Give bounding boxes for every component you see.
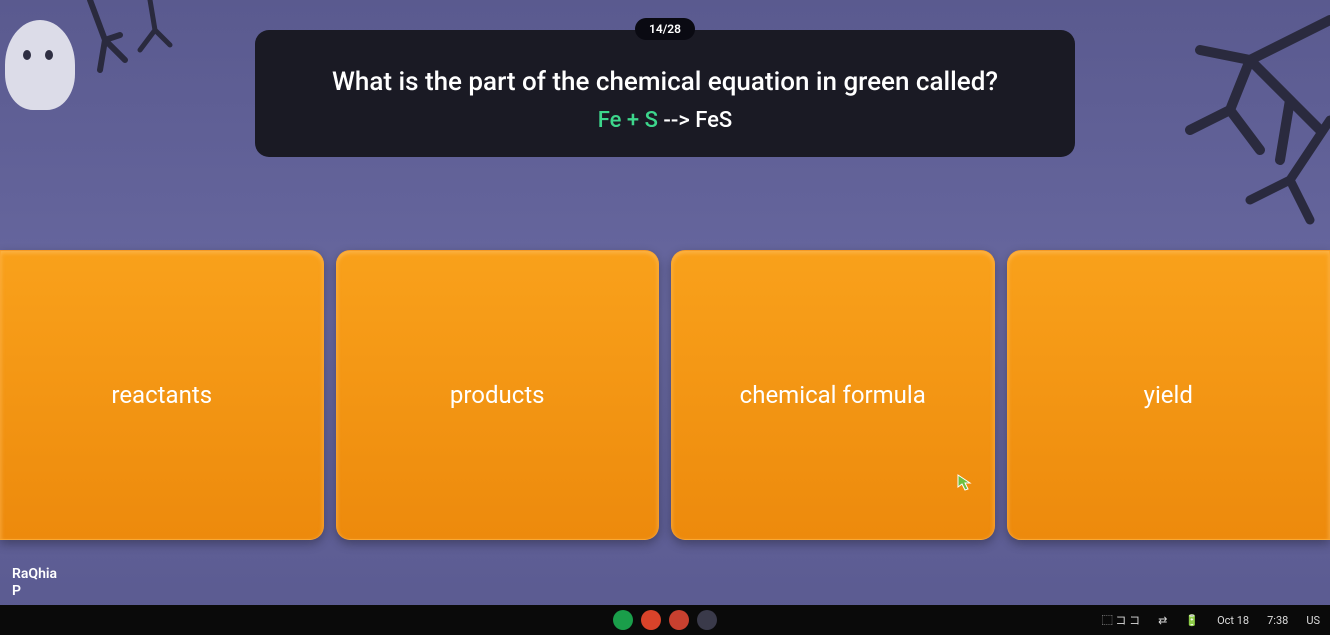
taskbar-time: 7:38 — [1267, 614, 1288, 627]
answer-option-1[interactable]: reactants — [0, 250, 324, 540]
branch-decoration-top-left — [70, 0, 190, 100]
equation-rest: --> FeS — [658, 108, 732, 133]
taskbar-date: Oct 18 — [1217, 614, 1249, 627]
answer-label: products — [450, 381, 545, 409]
answer-option-3[interactable]: chemical formula — [671, 250, 995, 540]
progress-indicator: 14/28 — [635, 18, 695, 40]
taskbar-tray-icon[interactable]: ⇄ — [1158, 614, 1167, 627]
ghost-decoration — [5, 20, 75, 110]
app-icon[interactable] — [613, 610, 633, 630]
answer-option-2[interactable]: products — [336, 250, 660, 540]
player-name-line2: P — [12, 583, 57, 600]
player-name: RaQhia P — [12, 566, 57, 600]
app-icon[interactable] — [697, 610, 717, 630]
equation: Fe + S --> FeS — [303, 108, 1027, 133]
question-text: What is the part of the chemical equatio… — [303, 66, 1027, 100]
answer-option-4[interactable]: yield — [1007, 250, 1330, 540]
answer-label: yield — [1144, 381, 1193, 409]
question-card: 14/28 What is the part of the chemical e… — [255, 30, 1075, 157]
answer-label: reactants — [111, 381, 212, 409]
taskbar-tray-icon[interactable]: ⬚ コ コ — [1102, 612, 1140, 628]
taskbar-apps — [613, 610, 717, 630]
app-icon[interactable] — [669, 610, 689, 630]
branch-decoration-top-right — [1050, 0, 1330, 250]
answer-label: chemical formula — [740, 381, 926, 409]
taskbar: ⬚ コ コ ⇄ 🔋 Oct 18 7:38 US — [0, 605, 1330, 635]
app-icon[interactable] — [641, 610, 661, 630]
taskbar-locale: US — [1306, 614, 1320, 627]
player-name-line1: RaQhia — [12, 566, 57, 583]
equation-highlighted: Fe + S — [598, 108, 658, 133]
taskbar-tray-icon[interactable]: 🔋 — [1185, 614, 1199, 627]
answers-row: reactants products chemical formula yiel… — [0, 250, 1330, 540]
